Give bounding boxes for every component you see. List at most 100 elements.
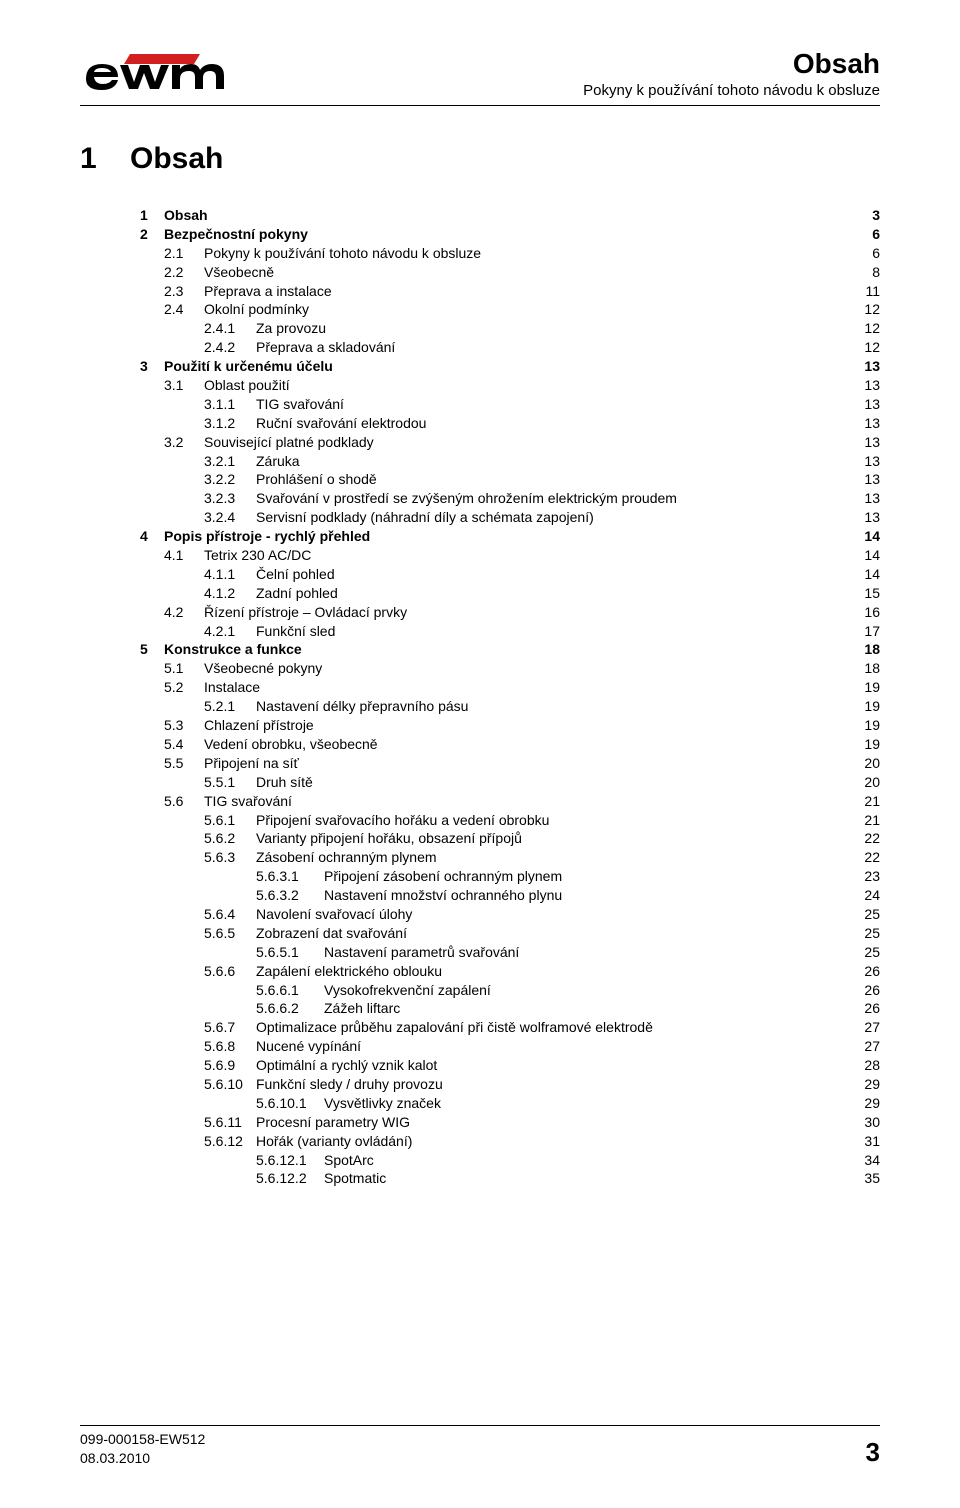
header-subtitle: Pokyny k používání tohoto návodu k obslu… — [583, 82, 880, 99]
toc-entry: 5.6.6.2Zážeh liftarc 26 — [140, 999, 880, 1018]
toc-entry: 5.6.10.1Vysvětlivky značek29 — [140, 1094, 880, 1113]
toc-entry-page: 11 — [859, 282, 880, 301]
toc-entry-title: Pokyny k používání tohoto návodu k obslu… — [204, 244, 481, 263]
toc-entry-number: 3.2 — [164, 433, 204, 452]
toc-entry-title: Svařování v prostředí se zvýšeným ohrože… — [256, 489, 677, 508]
toc-entry: 2.3Přeprava a instalace 11 — [140, 282, 880, 301]
toc-entry-number: 3.2.4 — [204, 508, 256, 527]
toc-entry-page: 20 — [858, 754, 880, 773]
toc-entry: 5.6.1Připojení svařovacího hořáku a vede… — [140, 811, 880, 830]
toc-entry-title: Vysokofrekvenční zapálení — [324, 981, 491, 1000]
toc-entry-number: 5.6.6.2 — [256, 999, 324, 1018]
toc-entry-page: 25 — [858, 943, 880, 962]
toc-entry-page: 29 — [858, 1075, 880, 1094]
footer-left: 099-000158-EW512 08.03.2010 — [80, 1430, 205, 1468]
toc-entry: 5.6.6.1Vysokofrekvenční zapálení26 — [140, 981, 880, 1000]
toc-entry: 3.1Oblast použití13 — [140, 376, 880, 395]
toc-entry-number: 3.1.2 — [204, 414, 256, 433]
toc-entry-number: 5.6.12 — [204, 1132, 256, 1151]
toc-entry: 5.6.12.2Spotmatic35 — [140, 1169, 880, 1188]
toc-entry: 2.1Pokyny k používání tohoto návodu k ob… — [140, 244, 880, 263]
toc-entry: 3.2.4Servisní podklady (náhradní díly a … — [140, 508, 880, 527]
toc-entry-number: 1 — [140, 206, 164, 225]
toc-entry: 5.6.5.1Nastavení parametrů svařování25 — [140, 943, 880, 962]
toc-entry-number: 3 — [140, 357, 164, 376]
toc-entry-page: 16 — [858, 603, 880, 622]
toc-entry-number: 4.2.1 — [204, 622, 256, 641]
toc-entry-number: 5.6.10.1 — [256, 1094, 324, 1113]
toc-entry-page: 19 — [858, 697, 880, 716]
toc-entry-title: TIG svařování — [256, 395, 344, 414]
toc-entry: 5.6.7Optimalizace průběhu zapalování při… — [140, 1018, 880, 1037]
toc-entry-page: 26 — [858, 981, 880, 1000]
toc-entry-page: 26 — [858, 962, 880, 981]
toc-entry-title: Optimální a rychlý vznik kalot — [256, 1056, 437, 1075]
toc-entry-number: 5.6.3 — [204, 848, 256, 867]
toc-entry: 5.6.11Procesní parametry WIG30 — [140, 1113, 880, 1132]
toc-entry-title: Spotmatic — [324, 1169, 386, 1188]
toc-entry-page: 27 — [858, 1037, 880, 1056]
toc-entry: 4.2.1Funkční sled17 — [140, 622, 880, 641]
toc-entry-page: 14 — [858, 565, 880, 584]
toc-entry-number: 5.6 — [164, 792, 204, 811]
toc-entry-page: 18 — [858, 640, 880, 659]
toc-entry-title: Zážeh liftarc — [324, 999, 400, 1018]
toc-entry-title: Přeprava a instalace — [204, 282, 332, 301]
toc-entry: 2Bezpečnostní pokyny6 — [140, 225, 880, 244]
toc-entry-page: 13 — [858, 508, 880, 527]
toc-entry-number: 4.1.1 — [204, 565, 256, 584]
toc-entry-page: 12 — [858, 338, 880, 357]
toc-entry-page: 22 — [858, 829, 880, 848]
toc-entry-number: 4.1 — [164, 546, 204, 565]
toc-entry-page: 13 — [858, 376, 880, 395]
page-header: Obsah Pokyny k používání tohoto návodu k… — [80, 50, 880, 106]
toc-entry-number: 5.2 — [164, 678, 204, 697]
toc-entry-page: 18 — [858, 659, 880, 678]
toc-entry: 3Použití k určenému účelu13 — [140, 357, 880, 376]
toc-entry-number: 5.6.8 — [204, 1037, 256, 1056]
toc-entry-page: 19 — [858, 735, 880, 754]
toc-entry-title: Zadní pohled — [256, 584, 338, 603]
toc-entry: 5.5Připojení na síť20 — [140, 754, 880, 773]
toc-entry-page: 35 — [858, 1169, 880, 1188]
toc-entry-title: Nastavení parametrů svařování — [324, 943, 519, 962]
toc-entry: 4.1.2Zadní pohled15 — [140, 584, 880, 603]
toc-entry-title: SpotArc — [324, 1151, 374, 1170]
toc-entry-title: Chlazení přístroje — [204, 716, 314, 735]
toc-entry-title: Instalace — [204, 678, 260, 697]
footer-doc-code: 099-000158-EW512 — [80, 1430, 205, 1449]
toc-entry-page: 19 — [858, 716, 880, 735]
toc-entry-number: 5.6.3.1 — [256, 867, 324, 886]
toc-entry-title: Prohlášení o shodě — [256, 470, 377, 489]
toc-entry: 3.2.1Záruka13 — [140, 452, 880, 471]
toc-entry-title: Všeobecné pokyny — [204, 659, 322, 678]
toc-entry-page: 15 — [858, 584, 880, 603]
toc-entry-number: 5.5.1 — [204, 773, 256, 792]
brand-logo — [80, 50, 230, 98]
toc-entry: 5.6.3Zásobení ochranným plynem22 — [140, 848, 880, 867]
toc-entry-page: 26 — [858, 999, 880, 1018]
toc-entry-number: 5.6.12.1 — [256, 1151, 324, 1170]
toc-entry-title: Varianty připojení hořáku, obsazení příp… — [256, 829, 522, 848]
toc-entry-number: 5.6.4 — [204, 905, 256, 924]
header-right: Obsah Pokyny k používání tohoto návodu k… — [583, 50, 880, 99]
toc-entry-page: 13 — [858, 395, 880, 414]
toc-entry: 3.1.2Ruční svařování elektrodou13 — [140, 414, 880, 433]
toc-entry: 4.2Řízení přístroje – Ovládací prvky16 — [140, 603, 880, 622]
toc-entry-page: 12 — [858, 300, 880, 319]
toc-entry: 2.4Okolní podmínky12 — [140, 300, 880, 319]
toc-entry-number: 5.6.10 — [204, 1075, 256, 1094]
toc-entry-title: Čelní pohled — [256, 565, 335, 584]
toc-entry-title: Okolní podmínky — [204, 300, 309, 319]
toc-entry-number: 3.2.2 — [204, 470, 256, 489]
toc-entry-page: 12 — [858, 319, 880, 338]
toc-entry-title: Ruční svařování elektrodou — [256, 414, 426, 433]
toc-entry-page: 23 — [858, 867, 880, 886]
toc-entry-number: 2.1 — [164, 244, 204, 263]
toc-entry-number: 2 — [140, 225, 164, 244]
toc-entry-number: 2.3 — [164, 282, 204, 301]
toc-entry-page: 34 — [858, 1151, 880, 1170]
toc-entry: 2.4.1Za provozu12 — [140, 319, 880, 338]
toc-entry: 5.5.1Druh sítě20 — [140, 773, 880, 792]
toc-entry-page: 31 — [858, 1132, 880, 1151]
